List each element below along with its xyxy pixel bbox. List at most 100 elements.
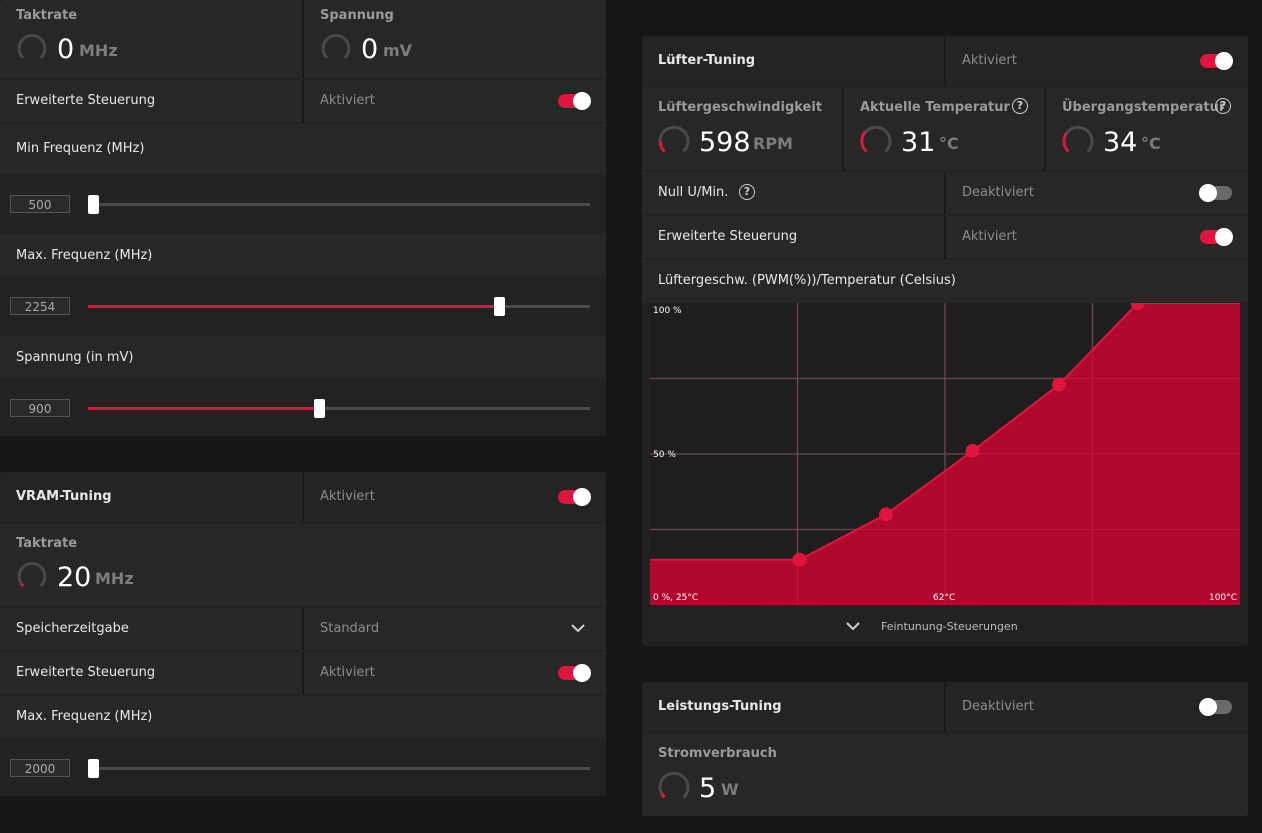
fan-speed-label: Lüftergeschwindigkeit [658,100,823,115]
voltage-input[interactable]: 900 [10,399,70,417]
junction-temp-value: 34 [1103,127,1138,158]
power-tuning-panel: Leistungs-Tuning Deaktiviert Stromverbra… [642,682,1248,816]
vram-max-freq-header: Max. Frequenz (MHz) [0,696,606,738]
junction-temp-label: Übergangstemperatur [1062,100,1226,115]
vram-max-freq-label: Max. Frequenz (MHz) [16,709,153,724]
memory-timing-value: Standard [320,621,380,636]
vram-max-freq-input[interactable]: 2000 [10,759,70,777]
fan-curve-point[interactable] [1052,377,1067,392]
vram-toggle[interactable] [558,488,591,506]
current-temp-label: Aktuelle Temperatur [860,100,1010,115]
toggle-knob [573,488,591,506]
max-freq-input[interactable]: 2254 [10,297,70,315]
toggle-knob [1199,698,1217,716]
voltage-slider-row: 900 [0,380,606,436]
y-tick-label: 50 % [653,450,676,460]
fan-speed-unit: RPM [753,134,793,153]
max-freq-header: Max. Frequenz (MHz) [0,234,606,276]
vram-header-row: VRAM-Tuning Aktiviert [0,472,606,522]
vram-advanced-row: Erweiterte Steuerung Aktiviert [0,652,606,694]
junction-temp-gauge-icon [1062,125,1094,153]
min-freq-header: Min Frequenz (MHz) [0,124,606,174]
clock-label: Taktrate [16,8,78,23]
x-tick-label: 62°C [933,593,956,603]
vram-advanced-label: Erweiterte Steuerung [16,665,156,680]
fan-curve-svg[interactable] [650,303,1240,605]
help-icon[interactable]: ? [739,184,755,200]
help-icon[interactable]: ? [1012,98,1028,114]
fan-curve-header: Lüftergeschw. (PWM(%))/Temperatur (Celsi… [642,260,1248,302]
voltage-fill [88,407,320,410]
x-tick-label: 0 %, 25°C [653,593,699,603]
fan-curve-title: Lüftergeschw. (PWM(%))/Temperatur (Celsi… [658,273,956,288]
vram-advanced-toggle[interactable] [558,664,591,682]
fan-curve-point[interactable] [1130,303,1145,310]
vram-max-freq-thumb[interactable] [88,759,99,778]
max-freq-slider-row: 2254 [0,278,606,334]
voltage-track[interactable] [88,407,590,410]
fan-toggle[interactable] [1200,52,1233,70]
clock-value: 0 [57,34,75,65]
power-consumption-unit: W [721,780,739,799]
power-consumption-value: 5 [699,773,717,804]
vram-clock-unit: MHz [95,569,134,588]
zero-rpm-toggle[interactable] [1199,184,1232,202]
x-tick-label: 100°C [1209,593,1237,603]
power-gauge-icon [658,771,690,799]
toggle-knob [573,92,591,110]
gpu-advanced-toggle[interactable] [558,92,591,110]
vram-clock-value: 20 [57,562,92,593]
gpu-tuning-panel: Taktrate 0 MHz Spannung 0 mV Erweiterte … [0,0,606,436]
vram-max-freq-slider-row: 2000 [0,740,606,796]
help-icon[interactable]: ? [1215,98,1231,114]
gpu-advanced-label: Erweiterte Steuerung [16,93,156,108]
min-freq-input[interactable]: 500 [10,195,70,213]
memory-timing-row: Speicherzeitgabe Standard [0,608,606,650]
current-temp-value: 31 [901,127,936,158]
divider [302,608,304,650]
zero-rpm-state: Deaktiviert [962,185,1034,200]
power-state: Deaktiviert [962,699,1034,714]
vram-clock-gauge-icon [17,562,47,588]
fan-advanced-toggle[interactable] [1200,228,1233,246]
min-freq-thumb[interactable] [88,195,99,214]
fan-advanced-label: Erweiterte Steuerung [658,229,798,244]
vram-max-freq-track[interactable] [88,767,590,770]
power-toggle[interactable] [1199,698,1232,716]
current-temp-gauge-icon [860,125,892,153]
fan-curve-chart[interactable]: 100 % 50 % 0 %, 25°C 62°C 100°C [650,303,1240,605]
fan-advanced-state: Aktiviert [962,229,1017,244]
divider [944,216,946,258]
power-header-row: Leistungs-Tuning Deaktiviert [642,682,1248,732]
min-freq-label: Min Frequenz (MHz) [16,141,145,156]
voltage-unit: mV [383,41,413,60]
vram-title: VRAM-Tuning [16,489,112,504]
chevron-down-icon [571,624,585,633]
memory-timing-label: Speicherzeitgabe [16,621,129,636]
voltage-setting-label: Spannung (in mV) [16,350,134,365]
divider [944,172,946,214]
min-freq-track[interactable] [88,203,590,206]
fine-tuning-toggle[interactable]: Feintunung-Steuerungen [642,614,1248,646]
max-freq-thumb[interactable] [493,297,505,316]
fan-tuning-panel: Lüfter-Tuning Aktiviert Lüftergeschwindi… [642,36,1248,646]
fan-curve-point[interactable] [792,552,807,567]
vram-clock-row: Taktrate 20 MHz [0,524,606,606]
vram-clock-label: Taktrate [16,536,78,551]
fan-speed-gauge-icon [658,125,690,153]
voltage-label: Spannung [320,8,394,23]
toggle-knob [1215,228,1233,246]
fan-state: Aktiviert [962,53,1017,68]
fan-curve-point[interactable] [965,443,980,458]
fan-title: Lüfter-Tuning [658,53,756,68]
voltage-thumb[interactable] [313,399,325,418]
divider [302,0,304,78]
y-tick-label: 100 % [653,306,682,316]
fan-curve-point[interactable] [879,507,893,522]
max-freq-label: Max. Frequenz (MHz) [16,248,153,263]
vram-state: Aktiviert [320,489,375,504]
clock-gauge-icon [17,34,47,60]
power-readout-row: Stromverbrauch 5 W [642,734,1248,816]
divider [842,88,844,170]
memory-timing-select[interactable]: Standard [304,608,606,650]
